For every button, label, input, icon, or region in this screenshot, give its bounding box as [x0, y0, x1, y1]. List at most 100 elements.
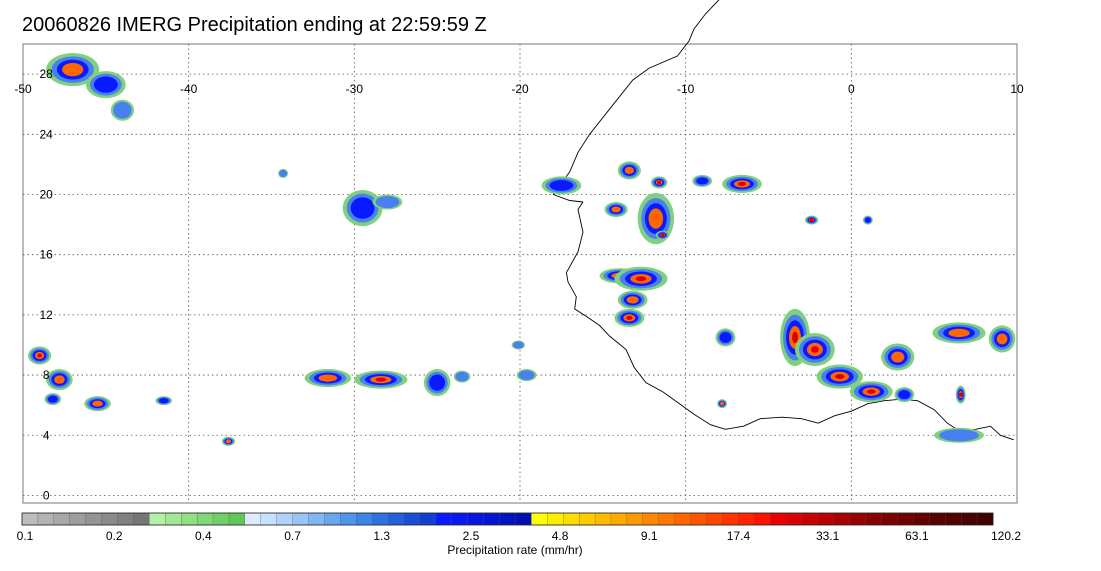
colorbar-swatch — [897, 512, 914, 526]
rain-cell — [375, 377, 387, 382]
rain-cell — [549, 180, 574, 191]
lat-tick-label: 20 — [40, 187, 54, 201]
colorbar-swatch — [228, 512, 246, 526]
colorbar-swatch — [308, 512, 325, 526]
rain-cell — [54, 375, 65, 384]
colorbar-swatch — [961, 512, 978, 526]
rain-cell — [810, 346, 819, 353]
rain-cell — [113, 101, 132, 119]
colorbar-tick: 120.2 — [990, 529, 1022, 543]
colorbar-tick: 0.7 — [284, 529, 301, 543]
rain-cell — [513, 341, 524, 349]
lat-tick-label: 28 — [40, 67, 54, 81]
rain-cell — [279, 169, 288, 178]
lon-tick-label: -40 — [180, 82, 198, 96]
rain-cell — [225, 439, 232, 444]
colorbar-swatch — [674, 512, 691, 526]
lon-tick-label: -10 — [677, 82, 695, 96]
colorbar-swatch — [929, 512, 946, 526]
colorbar-swatch — [244, 512, 262, 526]
colorbar-swatch — [610, 512, 628, 526]
colorbar-swatch — [101, 512, 118, 526]
colorbar-swatch — [53, 512, 71, 526]
colorbar-swatch — [769, 512, 787, 526]
lon-tick-label: 0 — [848, 82, 855, 96]
rain-cell — [809, 218, 814, 223]
lon-tick-label: -30 — [346, 82, 364, 96]
colorbar-swatch — [356, 512, 373, 526]
colorbar-swatch — [292, 512, 309, 526]
rain-cell — [624, 166, 634, 175]
colorbar-swatch — [212, 512, 230, 526]
lat-tick-label: 4 — [43, 428, 50, 442]
rain-cell — [891, 351, 905, 363]
colorbar-swatch — [21, 512, 39, 526]
rain-cell — [996, 333, 1008, 345]
rain-cell — [92, 400, 103, 407]
rain-cell — [350, 197, 375, 219]
colorbar-swatch — [817, 512, 835, 526]
colorbar-swatch — [658, 512, 675, 526]
coastline-mauritania — [552, 194, 584, 203]
rain-cell — [720, 401, 725, 406]
rain-cell — [719, 332, 732, 343]
rain-cell — [611, 206, 621, 213]
colorbar-swatch — [594, 512, 612, 526]
colorbar-swatch — [690, 512, 707, 526]
rain-cell — [866, 389, 876, 394]
rain-cell — [738, 181, 746, 186]
colorbar-swatch — [276, 512, 293, 526]
lat-tick-label: 8 — [43, 368, 50, 382]
rain-cell — [948, 328, 970, 338]
rain-cell — [518, 370, 535, 380]
rain-cell — [660, 233, 665, 238]
rain-cell — [318, 374, 338, 382]
rain-cell — [657, 180, 662, 185]
rain-cell — [635, 276, 647, 282]
colorbar-swatch — [387, 512, 405, 526]
colorbar-swatch — [642, 512, 660, 526]
rain-cell — [792, 331, 798, 344]
colorbar-tick: 1.3 — [373, 529, 391, 543]
colorbar-tick: 63.1 — [905, 529, 929, 543]
rain-cell — [158, 397, 169, 404]
colorbar-swatch — [976, 512, 994, 526]
colorbar-label: Precipitation rate (mm/hr) — [447, 543, 583, 557]
lon-tick-label: -20 — [511, 82, 529, 96]
colorbar-swatch — [626, 512, 644, 526]
colorbar-swatch — [37, 512, 55, 526]
colorbar-swatch — [706, 512, 723, 526]
colorbar-swatch — [578, 512, 596, 526]
rain-cell — [958, 392, 963, 397]
colorbar-swatch — [133, 512, 150, 526]
colorbar-swatch — [515, 512, 532, 526]
colorbar-tick-labels: 0.1 0.2 0.4 0.7 1.3 2.5 4.8 9.1 17.4 33.1 63.1 120.… — [0, 529, 1101, 545]
rain-cell — [455, 371, 469, 382]
lat-tick-label: 24 — [40, 127, 54, 141]
colorbar-swatch — [419, 512, 437, 526]
rain-cell — [939, 429, 979, 442]
colorbar-tick: 17.4 — [726, 529, 751, 543]
rain-cell — [864, 217, 871, 223]
colorbar-swatch — [913, 512, 930, 526]
colorbar-swatch — [801, 512, 819, 526]
colorbar-tick: 0.2 — [105, 529, 123, 543]
rain-cell — [626, 315, 633, 320]
colorbar-swatch — [435, 512, 453, 526]
rain-cell — [93, 76, 118, 93]
colorbar-swatch — [865, 512, 882, 526]
colorbar-swatch — [165, 512, 182, 526]
colorbar-swatch — [196, 512, 214, 526]
colorbar-swatch — [324, 512, 341, 526]
rain-cell — [47, 395, 58, 403]
colorbar-swatch — [483, 512, 500, 526]
colorbar-swatch — [499, 512, 516, 526]
colorbar-swatch — [547, 512, 564, 526]
rain-cell — [648, 208, 664, 229]
map-title: 20060826 IMERG Precipitation ending at 2… — [22, 14, 487, 36]
colorbar-swatch — [849, 512, 867, 526]
colorbar-swatch — [754, 512, 771, 526]
colorbar-tick: 9.1 — [640, 529, 658, 543]
colorbar-swatch — [69, 512, 87, 526]
